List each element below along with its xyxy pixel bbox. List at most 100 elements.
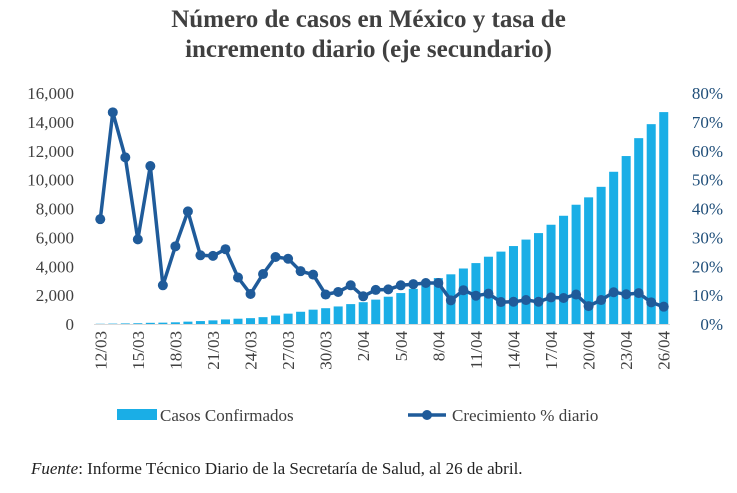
x-axis-ticks: 12/03 15/03 18/03 21/03 24/03 27/03 30/03 2/04 5… [91, 331, 673, 370]
bar [559, 215, 569, 324]
growth-marker [533, 296, 544, 307]
right-axis-tick-label: 40% [692, 200, 723, 219]
bar [333, 306, 343, 324]
x-axis-tick-label: 27/03 [279, 331, 298, 370]
growth-marker [207, 250, 218, 261]
bar [220, 319, 230, 324]
bar [621, 156, 631, 324]
bar [308, 309, 318, 324]
growth-marker [408, 279, 419, 290]
left-axis-tick-label: 2,000 [36, 286, 74, 305]
growth-marker [195, 250, 206, 261]
bar [508, 246, 518, 324]
x-axis-tick-label: 26/04 [655, 331, 674, 370]
legend-bar-swatch [117, 409, 157, 420]
bar [534, 233, 544, 324]
growth-marker [646, 297, 657, 308]
legend: Casos Confirmados Crecimiento % diario [117, 406, 598, 425]
growth-marker [558, 293, 569, 304]
left-axis-tick-label: 6,000 [36, 228, 74, 247]
x-axis-tick-label: 15/03 [129, 331, 148, 370]
growth-line [98, 110, 665, 309]
bar [258, 317, 268, 324]
bar [634, 138, 644, 324]
bar [271, 315, 281, 324]
growth-marker [157, 280, 168, 291]
growth-marker [445, 295, 456, 306]
bar [358, 302, 368, 324]
bar [183, 321, 193, 324]
bar [521, 239, 531, 324]
bar [371, 299, 381, 324]
bar [108, 323, 118, 325]
bar [145, 322, 155, 324]
bar [496, 251, 506, 324]
bar [609, 171, 619, 324]
left-axis-tick-label: 4,000 [36, 257, 74, 276]
growth-marker [458, 285, 469, 296]
growth-marker [621, 289, 632, 300]
bar [133, 323, 143, 324]
right-axis-tick-label: 70% [692, 113, 723, 132]
bar [195, 321, 205, 324]
growth-marker [521, 295, 531, 306]
bar [421, 283, 431, 324]
growth-marker [320, 289, 331, 300]
growth-marker [170, 241, 181, 252]
bar [596, 186, 606, 324]
bar-series-casos [95, 112, 669, 325]
x-axis-tick-label: 5/04 [392, 331, 411, 362]
legend-line-label: Crecimiento % diario [452, 406, 598, 425]
bar [646, 124, 656, 324]
growth-marker [107, 107, 118, 118]
growth-marker [258, 269, 269, 280]
right-axis-tick-label: 0% [700, 315, 723, 334]
right-axis-tick-label: 60% [692, 142, 723, 161]
growth-marker [245, 288, 256, 299]
bar [458, 268, 468, 324]
growth-marker [658, 301, 669, 312]
x-axis-tick-label: 17/04 [542, 331, 561, 370]
growth-marker [358, 291, 369, 302]
bar [296, 311, 306, 324]
bar [208, 320, 218, 324]
growth-marker [233, 272, 243, 283]
growth-marker [308, 269, 319, 280]
footnote-text: : Informe Técnico Diario de la Secretarí… [78, 459, 523, 478]
growth-marker [295, 266, 306, 277]
right-axis-tick-label: 80% [692, 84, 723, 103]
left-axis-tick-label: 16,000 [27, 84, 74, 103]
growth-marker [633, 288, 644, 299]
bar [433, 278, 443, 324]
right-axis-tick-label: 30% [692, 228, 723, 247]
bar [283, 313, 293, 324]
x-axis-tick-label: 30/03 [317, 331, 336, 370]
x-axis-tick-label: 20/04 [580, 331, 599, 370]
growth-marker [571, 289, 582, 300]
growth-marker [370, 284, 381, 295]
left-axis-tick-label: 8,000 [36, 200, 74, 219]
bar [383, 296, 393, 324]
growth-marker [220, 244, 231, 255]
bar [546, 224, 556, 324]
x-axis-tick-label: 8/04 [429, 331, 448, 362]
left-axis-tick-label: 0 [66, 315, 75, 334]
chart-title-line-2: incremento diario (eje secundario) [185, 36, 552, 63]
right-axis-tick-label: 10% [692, 286, 723, 305]
growth-marker [95, 214, 106, 225]
growth-marker [483, 288, 494, 299]
left-axis-tick-label: 10,000 [27, 171, 74, 190]
bar [233, 318, 243, 324]
x-axis-tick-label: 21/03 [204, 331, 223, 370]
legend-line-marker [422, 410, 432, 420]
growth-marker [420, 277, 431, 288]
bar [158, 322, 168, 324]
growth-marker [182, 206, 193, 217]
growth-marker [383, 284, 394, 295]
growth-marker [433, 277, 444, 288]
growth-marker [583, 301, 594, 312]
bar [321, 308, 331, 324]
growth-marker [345, 280, 356, 291]
growth-marker [546, 292, 557, 303]
